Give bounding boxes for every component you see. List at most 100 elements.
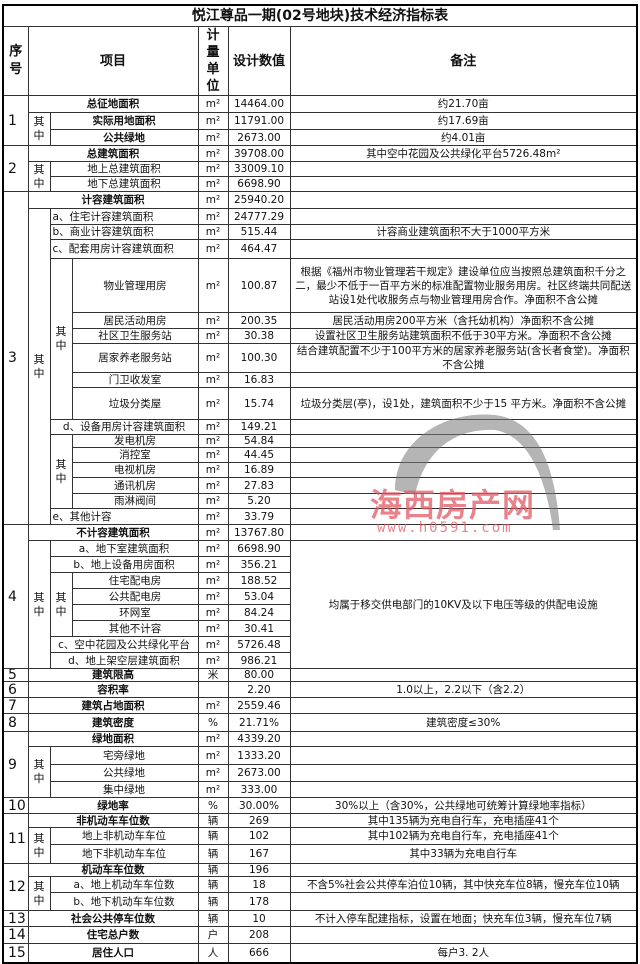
value-cell: 33.79 (227, 508, 291, 525)
table-row: 6 容积率 2.20 1.0以上，2.2以下（含2.2） (2, 681, 638, 698)
value-cell: 14464.00 (227, 95, 291, 113)
table-row: 11 非机动车车位数辆 269 其中135辆为充电自行车，充电插座41个 (2, 813, 638, 864)
note-cell (289, 191, 638, 209)
row-seq: 12 (2, 863, 29, 911)
note-cell (289, 239, 638, 259)
note-cell: 设置社区卫生服务站建筑面积不低于30平方米。净面积不含公摊 (289, 328, 638, 344)
sub-group-label: 其中 (27, 827, 51, 864)
value-cell: 16.83 (227, 372, 291, 388)
unit-cell: m² (197, 588, 229, 605)
note-cell: 约21.70亩 (289, 95, 638, 113)
item-label: 地下总建筑面积 (49, 176, 199, 192)
note-cell (289, 926, 638, 944)
row-seq: 2 (2, 145, 29, 192)
item-label: 居家养老服务站 (71, 343, 199, 373)
note-cell (289, 781, 638, 798)
table-row: d、地上架空层建筑面积 m² 986.21 (3, 652, 637, 669)
unit-cell: m² (197, 224, 229, 240)
sub-group-label: 其中 (49, 434, 73, 509)
table-row: c、配套用房计容建筑面积 m² 464.47 (3, 239, 638, 259)
item-label: 实际用地面积 (49, 112, 199, 130)
table-row: 其中 宅旁绿地 m² 1333.20 (3, 746, 638, 798)
item-label: 建筑限高 (27, 668, 199, 682)
table-row: 12 机动车车位数辆 196 (2, 863, 638, 911)
value-cell: 100.87 (227, 258, 291, 313)
table-row: 其中 a、地下室建筑面积 m² 6698.90 均属于移交供电部门的10KV及以下电压等… (3, 540, 638, 669)
table-row: 地下总建筑面积 m² 6698.90 (3, 176, 638, 192)
value-cell: 2559.46 (227, 697, 291, 714)
unit-cell: 户 (197, 926, 229, 944)
table-row: 3 计容建筑面积 m² 25940.20 (2, 191, 638, 525)
unit-cell: m² (197, 540, 229, 557)
unit-cell: m² (197, 620, 229, 637)
item-label: 社会公共停车位数 (27, 910, 199, 927)
value-cell: 4339.20 (227, 731, 291, 747)
value-cell: 25940.20 (227, 191, 291, 209)
item-label: 发电机房 (71, 434, 199, 448)
value-cell: 16.89 (227, 462, 291, 478)
value-cell: 333.00 (227, 781, 291, 798)
value-cell: 167 (227, 844, 291, 864)
item-label: 通讯机房 (71, 477, 199, 494)
unit-cell: m² (197, 145, 229, 162)
note-cell (289, 419, 638, 435)
note-cell (289, 731, 638, 747)
note-cell: 根据《福州市物业管理若干规定》建设单位应当按照总建筑面积千分之二，最少不低于一百… (289, 258, 638, 313)
value-cell: 208 (227, 926, 291, 944)
unit-cell: 辆 (197, 813, 229, 828)
unit-cell: m² (197, 434, 229, 448)
unit-cell: m² (197, 764, 229, 782)
note-cell (289, 477, 638, 494)
table-title: 悦江尊品一期(02号地块)技术经济指标表 (2, 4, 638, 27)
item-label: 其他不计容 (71, 620, 199, 637)
table-row: 通讯机房 m² 27.83 (3, 477, 638, 494)
row-seq: 9 (2, 731, 29, 798)
table-row: 8 建筑密度% 21.71% 建筑密度≤30% (2, 713, 638, 732)
note-cell: 居民活动用房200平方米（含托幼机构）净面积不含公摊 (289, 312, 638, 329)
technical-economic-indicator-table: 悦江尊品一期(02号地块)技术经济指标表 序号 项目 计量单位 设计数值 备注 … (2, 4, 638, 964)
header-value: 设计数值 (227, 26, 291, 96)
value-cell: 515.44 (227, 224, 291, 240)
sub-group-label: 其中 (27, 112, 51, 146)
value-cell: 15.74 (227, 387, 291, 420)
item-label: 住宅配电房 (71, 572, 199, 589)
item-label: 垃圾分类屋 (71, 387, 199, 420)
item-label: 建筑密度 (27, 713, 199, 732)
table-row: 1 总征地面积 m² 14464.00 约21.70亩 (2, 95, 638, 146)
unit-cell: 辆 (197, 827, 229, 845)
unit-cell (197, 681, 229, 698)
item-label: 绿地面积 (27, 731, 199, 747)
table-row: 9 绿地面积 m² 4339.20 (2, 731, 638, 798)
item-label: 地上总建筑面积 (49, 161, 199, 177)
unit-cell: m² (197, 328, 229, 344)
note-cell (289, 176, 638, 192)
item-label: 不计容建筑面积 (27, 524, 199, 541)
row-seq: 7 (2, 697, 29, 714)
note-cell: 每户3. 2人 (289, 943, 638, 963)
note-cell (289, 863, 638, 877)
table-row: 15 居住人口人 666 每户3. 2人 (2, 943, 638, 963)
value-cell: 102 (227, 827, 291, 845)
unit-cell: m² (197, 208, 229, 225)
unit-cell: m² (197, 652, 229, 669)
note-cell: 1.0以上，2.2以下（含2.2） (289, 681, 638, 698)
unit-cell: m² (197, 697, 229, 714)
item-label: 地下非机动车车位 (49, 844, 199, 864)
note-cell (289, 447, 638, 463)
value-cell: 30.38 (227, 328, 291, 344)
header-seq: 序号 (2, 26, 29, 96)
note-cell: 不含5%社会公共停车泊位10辆，其中快充车位8辆，慢充车位10辆 (289, 876, 638, 893)
value-cell: 149.21 (227, 419, 291, 435)
value-cell: 100.30 (227, 343, 291, 373)
item-label: 宅旁绿地 (49, 746, 199, 765)
unit-cell: 米 (197, 668, 229, 682)
row-seq: 10 (2, 797, 29, 814)
item-label: 总建筑面积 (27, 145, 199, 162)
header-item: 项目 (27, 26, 199, 96)
row-seq: 11 (2, 813, 29, 864)
item-label: 公共绿地 (49, 764, 199, 782)
value-cell: 464.47 (227, 239, 291, 259)
unit-cell: m² (197, 372, 229, 388)
value-cell: 2.20 (227, 681, 291, 698)
unit-cell: m² (197, 161, 229, 177)
